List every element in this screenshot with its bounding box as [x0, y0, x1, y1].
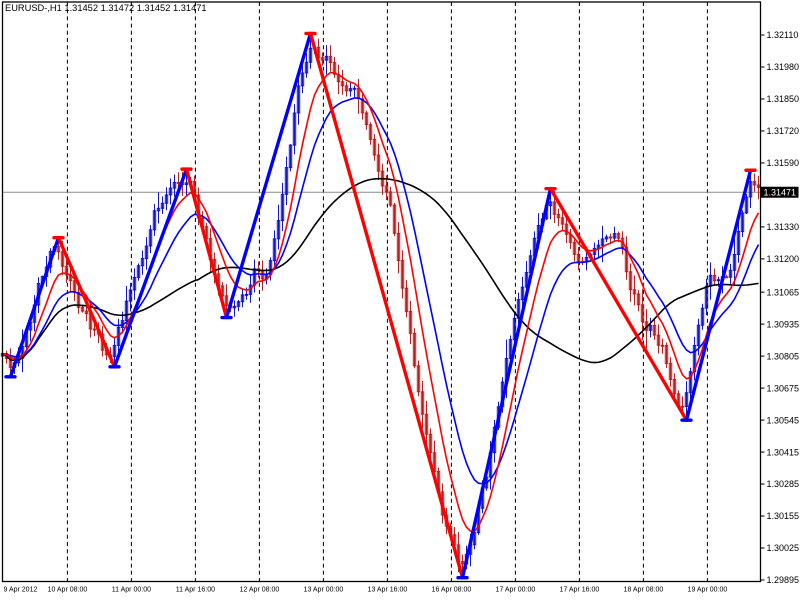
svg-text:1.31330: 1.31330: [767, 222, 800, 232]
svg-text:EURUSD-,H1 1.31452 1.31472 1.: EURUSD-,H1 1.31452 1.31472 1.31452 1.314…: [5, 3, 207, 13]
svg-text:1.30675: 1.30675: [767, 383, 800, 393]
svg-text:9 Apr 2012: 9 Apr 2012: [4, 587, 38, 594]
svg-text:1.31980: 1.31980: [767, 62, 800, 72]
svg-text:10 Apr 08:00: 10 Apr 08:00: [48, 587, 88, 594]
svg-text:19 Apr 00:00: 19 Apr 00:00: [688, 587, 728, 594]
svg-text:1.30155: 1.30155: [767, 511, 800, 521]
svg-text:1.31850: 1.31850: [767, 94, 800, 104]
svg-text:1.31200: 1.31200: [767, 254, 800, 264]
svg-text:11 Apr 16:00: 11 Apr 16:00: [176, 587, 215, 594]
svg-text:13 Apr 16:00: 13 Apr 16:00: [368, 587, 408, 594]
svg-text:1.29895: 1.29895: [767, 575, 800, 585]
svg-text:18 Apr 08:00: 18 Apr 08:00: [624, 587, 664, 594]
svg-text:1.31720: 1.31720: [767, 126, 800, 136]
svg-text:1.32110: 1.32110: [767, 30, 799, 40]
svg-text:11 Apr 00:00: 11 Apr 00:00: [112, 587, 151, 594]
svg-text:1.30025: 1.30025: [767, 543, 800, 553]
svg-text:1.30285: 1.30285: [767, 479, 800, 489]
svg-text:1.30415: 1.30415: [767, 447, 800, 457]
svg-text:13 Apr 00:00: 13 Apr 00:00: [304, 587, 344, 594]
svg-text:1.30545: 1.30545: [767, 415, 800, 425]
svg-text:17 Apr 00:00: 17 Apr 00:00: [496, 587, 536, 594]
svg-text:1.30805: 1.30805: [767, 351, 800, 361]
svg-text:17 Apr 16:00: 17 Apr 16:00: [560, 587, 600, 594]
svg-text:1.31471: 1.31471: [764, 187, 797, 197]
svg-text:16 Apr 08:00: 16 Apr 08:00: [432, 587, 472, 594]
svg-text:1.30935: 1.30935: [767, 319, 800, 329]
svg-text:12 Apr 08:00: 12 Apr 08:00: [240, 587, 280, 594]
svg-text:1.31590: 1.31590: [767, 158, 800, 168]
svg-text:1.31065: 1.31065: [767, 287, 800, 297]
